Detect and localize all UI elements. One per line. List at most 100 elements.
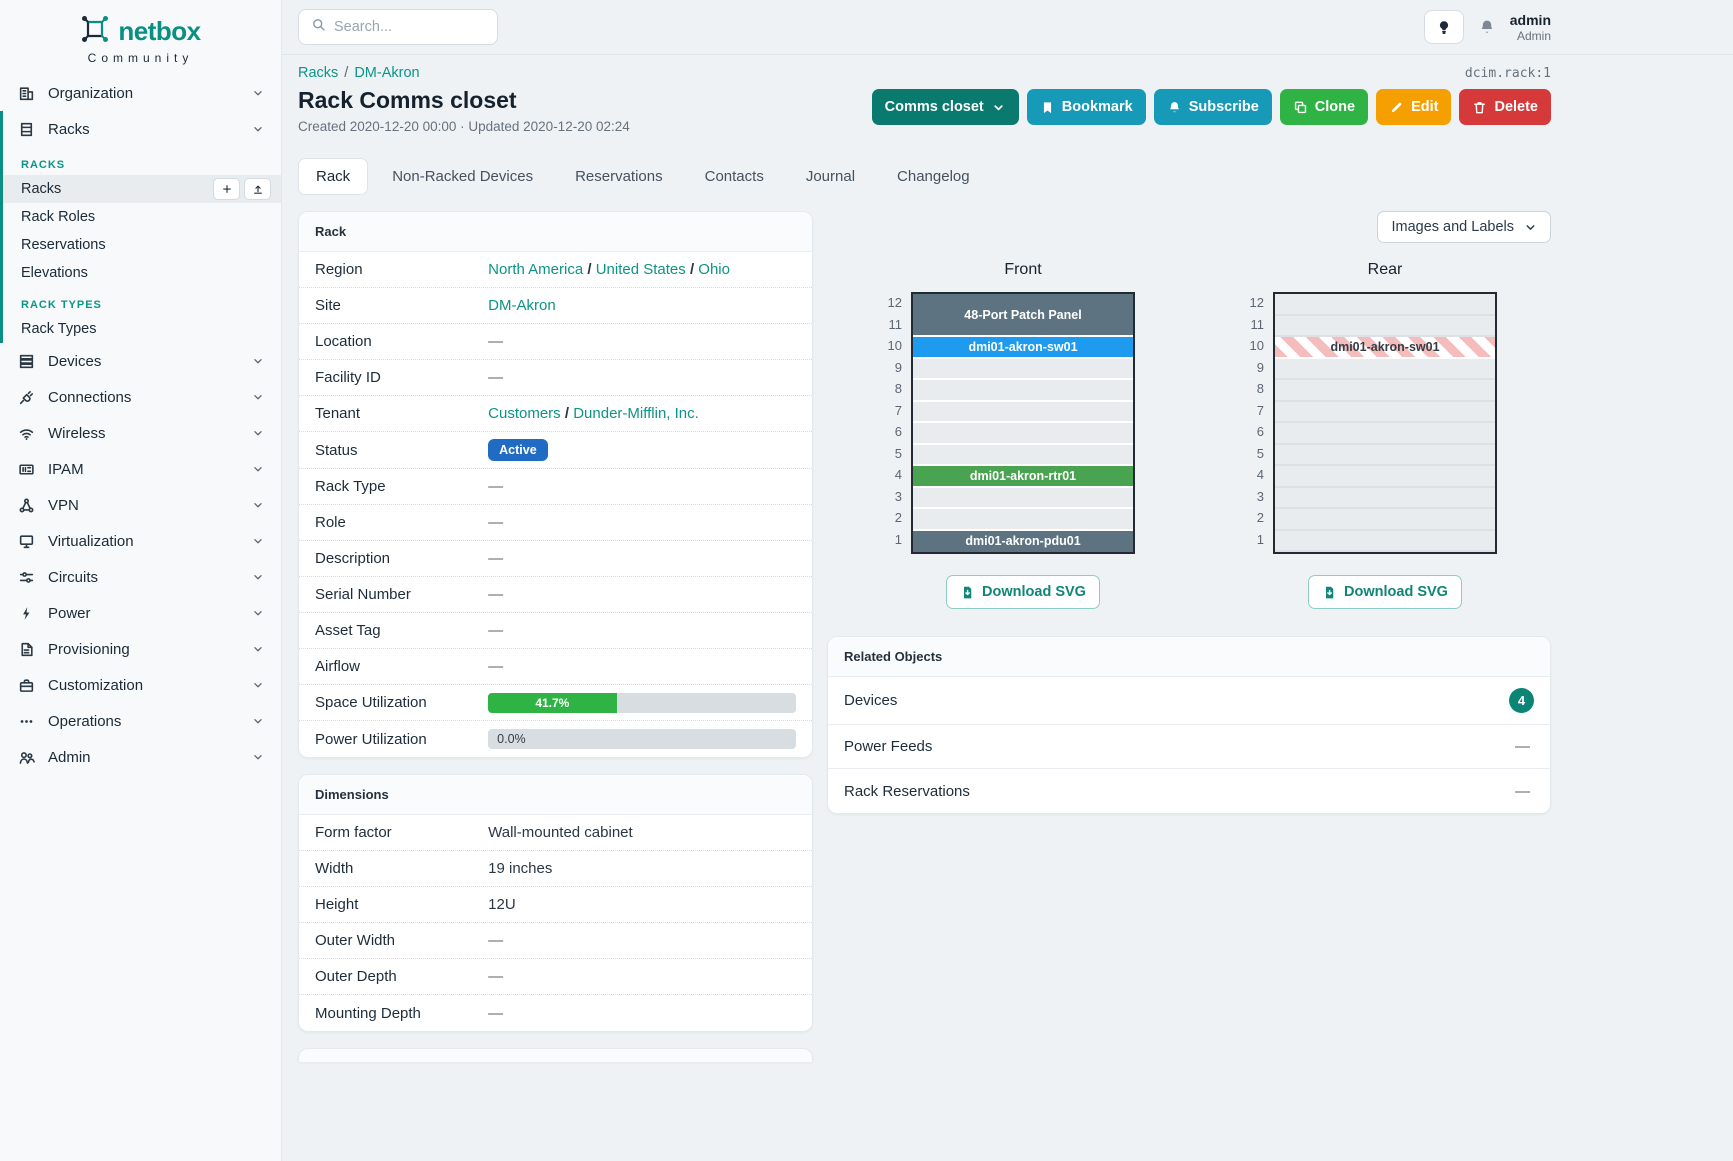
sidebar-item-vpn[interactable]: VPN	[0, 487, 281, 523]
rack-unit-empty[interactable]	[1275, 315, 1495, 337]
user-menu[interactable]: admin Admin	[1510, 12, 1551, 43]
rack-unit-empty[interactable]	[913, 358, 1133, 380]
rack-unit-empty[interactable]	[913, 509, 1133, 531]
sidebar-item-circuits[interactable]: Circuits	[0, 559, 281, 595]
rack-unit-empty[interactable]	[1275, 401, 1495, 423]
trash-icon	[1474, 101, 1486, 113]
sidebar-item-wireless[interactable]: Wireless	[0, 415, 281, 451]
path-separator: /	[587, 261, 592, 278]
dimensions-panel: Dimensions Form factor Wall-mounted cabin…	[298, 774, 813, 1032]
unit-numbers: 12 11 10 9 8 7 6 5 4 3 2 1	[1243, 292, 1273, 554]
netbox-logo-icon	[80, 14, 110, 49]
sidebar-link-label: Reservations	[21, 237, 106, 253]
rack-unit-empty[interactable]	[1275, 466, 1495, 488]
sidebar-item-label: VPN	[48, 496, 79, 514]
rack-unit-empty[interactable]	[1275, 487, 1495, 509]
sidebar-link-rack-types[interactable]: Rack Types	[3, 315, 281, 343]
link-customers[interactable]: Customers	[488, 405, 561, 422]
notifications-bell-icon[interactable]	[1478, 18, 1496, 36]
link-dunder-mifflin-inc[interactable]: Dunder-Mifflin, Inc.	[573, 405, 699, 422]
download-svg-button-front[interactable]: Download SVG	[946, 575, 1100, 609]
rack-unit-device-48-port-patch-panel[interactable]: 48-Port Patch Panel	[913, 294, 1133, 337]
count-badge[interactable]: 4	[1509, 688, 1534, 713]
sidebar-link-racks[interactable]: Racks	[3, 175, 281, 203]
rack-selector-button[interactable]: Comms closet	[871, 89, 1019, 125]
sidebar-item-racks[interactable]: Racks	[3, 111, 281, 147]
import-button[interactable]	[244, 178, 271, 200]
link-united-states[interactable]: United States	[595, 261, 686, 278]
sidebar-item-provisioning[interactable]: Provisioning	[0, 631, 281, 667]
empty-value: —	[488, 550, 504, 567]
brand[interactable]: netbox Community	[0, 0, 281, 75]
unit-number: 8	[894, 381, 902, 396]
link-dm-akron[interactable]: DM-Akron	[488, 297, 556, 314]
theme-toggle-button[interactable]	[1423, 10, 1464, 44]
sidebar-item-devices[interactable]: Devices	[0, 343, 281, 379]
tab-reservations[interactable]: Reservations	[575, 168, 663, 185]
rack-unit-device-dmi01-akron-pdu01[interactable]: dmi01-akron-pdu01	[913, 530, 1133, 552]
download-svg-button-rear[interactable]: Download SVG	[1308, 575, 1462, 609]
edit-label: Edit	[1411, 99, 1439, 115]
document-icon	[21, 642, 33, 656]
link-north-america[interactable]: North America	[488, 261, 584, 278]
rack-unit-empty[interactable]	[913, 487, 1133, 509]
user-name: admin	[1509, 11, 1551, 28]
rack-unit-empty[interactable]	[913, 444, 1133, 466]
link-ohio[interactable]: Ohio	[698, 261, 730, 278]
sidebar-menu: Organization Racks RACKS Racks Rack Roles Res…	[0, 75, 281, 775]
sidebar-item-admin[interactable]: Admin	[0, 739, 281, 775]
elevation-view-select[interactable]: Images and Labels	[1377, 211, 1551, 243]
sidebar-item-ipam[interactable]: IPAM	[0, 451, 281, 487]
tab-journal[interactable]: Journal	[805, 168, 856, 185]
tab-contacts[interactable]: Contacts	[704, 168, 764, 185]
delete-button[interactable]: Delete	[1459, 89, 1551, 125]
dimensions-panel-header: Dimensions	[299, 775, 812, 815]
clone-button[interactable]: Clone	[1279, 89, 1369, 125]
sidebar-expanded-group: Racks RACKS Racks Rack Roles Reservations Ele…	[0, 111, 281, 343]
plus-icon	[222, 185, 231, 193]
rack-unit-device-dmi01-akron-sw01[interactable]: dmi01-akron-sw01	[1275, 337, 1495, 359]
rack-unit-empty[interactable]	[1275, 294, 1495, 316]
rack-unit-empty[interactable]	[1275, 358, 1495, 380]
rack-unit-empty[interactable]	[913, 380, 1133, 402]
sidebar-item-virtualization[interactable]: Virtualization	[0, 523, 281, 559]
add-button[interactable]	[213, 178, 240, 200]
tab-rack[interactable]: Rack	[298, 158, 369, 195]
rack-unit-device-dmi01-akron-rtr01[interactable]: dmi01-akron-rtr01	[913, 466, 1133, 488]
chevron-down-icon	[254, 91, 262, 96]
rack-unit-empty[interactable]	[1275, 444, 1495, 466]
tab-changelog[interactable]: Changelog	[897, 168, 970, 185]
sidebar-item-customization[interactable]: Customization	[0, 667, 281, 703]
search-box[interactable]	[298, 9, 498, 45]
rack-unit-empty[interactable]	[913, 423, 1133, 445]
table-row-airflow: Airflow —	[299, 649, 812, 685]
rack-unit-empty[interactable]	[913, 401, 1133, 423]
breadcrumb-link-racks[interactable]: Racks	[298, 65, 339, 81]
sidebar-item-organization[interactable]: Organization	[0, 75, 281, 111]
sidebar-link-elevations[interactable]: Elevations	[3, 259, 281, 287]
chevron-down-icon	[254, 575, 262, 580]
rack-unit-empty[interactable]	[1275, 530, 1495, 552]
breadcrumb: Racks / DM-Akron	[298, 65, 420, 81]
chevron-down-icon	[254, 359, 262, 364]
rack-unit-empty[interactable]	[1275, 380, 1495, 402]
tab-non-racked-devices[interactable]: Non-Racked Devices	[392, 168, 534, 185]
rack-unit-empty[interactable]	[1275, 423, 1495, 445]
search-input[interactable]	[334, 19, 485, 35]
sidebar-item-operations[interactable]: Operations	[0, 703, 281, 739]
empty-value: —	[488, 932, 504, 949]
sidebar-item-power[interactable]: Power	[0, 595, 281, 631]
bookmark-button[interactable]: Bookmark	[1026, 89, 1146, 125]
edit-button[interactable]: Edit	[1376, 89, 1452, 125]
breadcrumb-link-dm-akron[interactable]: DM-Akron	[354, 65, 420, 81]
sidebar-link-label: Rack Types	[21, 321, 97, 337]
sidebar-link-reservations[interactable]: Reservations	[3, 231, 281, 259]
rack-unit-empty[interactable]	[1275, 509, 1495, 531]
empty-value: —	[488, 369, 504, 386]
sidebar-item-connections[interactable]: Connections	[0, 379, 281, 415]
rack-unit-device-dmi01-akron-sw01[interactable]: dmi01-akron-sw01	[913, 337, 1133, 359]
table-row-space-utilization: Space Utilization 41.7%	[299, 685, 812, 721]
subscribe-button[interactable]: Subscribe	[1153, 89, 1272, 125]
sidebar-link-rack-roles[interactable]: Rack Roles	[3, 203, 281, 231]
clone-label: Clone	[1314, 99, 1356, 115]
